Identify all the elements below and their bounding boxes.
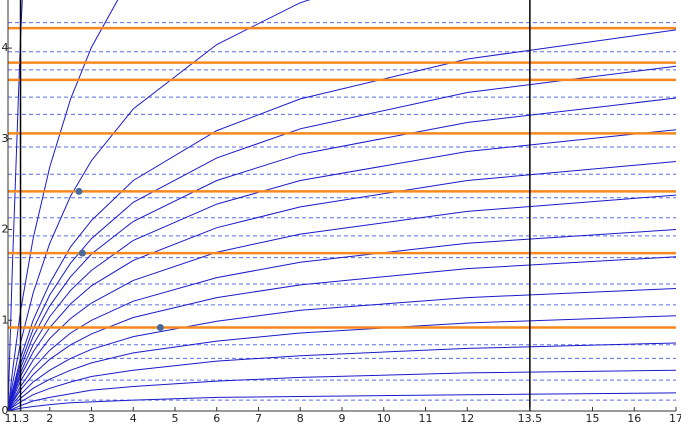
x-tick-label: 5 [172, 412, 179, 425]
x-tick-label: 9 [339, 412, 346, 425]
curve [8, 194, 677, 412]
y-tick-label: 3 [2, 132, 9, 145]
curve [8, 129, 677, 412]
x-tick-label: 6 [213, 412, 220, 425]
x-tick-label: 13.5 [518, 412, 543, 425]
curve [8, 256, 677, 412]
x-tick-label: 3 [88, 412, 95, 425]
x-tick-label: 12 [460, 412, 474, 425]
x-tick-label: 4 [130, 412, 137, 425]
point [78, 249, 86, 257]
x-tick-label: 15 [586, 412, 600, 425]
curve [8, 342, 677, 412]
y-tick-label: 1 [2, 313, 9, 326]
x-tick-label: 2 [46, 412, 53, 425]
curve [8, 0, 119, 412]
y-tick-label: 0 [2, 404, 9, 417]
x-tick-label: 8 [297, 412, 304, 425]
x-tick-label: 7 [255, 412, 262, 425]
x-tick-label: 1.3 [12, 412, 30, 425]
point [156, 324, 164, 332]
curve [8, 29, 677, 412]
curve [8, 229, 677, 412]
curve [8, 369, 677, 412]
plot-area [8, 0, 677, 412]
x-tick-label: 17 [669, 412, 681, 425]
x-tick-label: 11 [419, 412, 433, 425]
curve [8, 161, 677, 412]
curve [8, 0, 311, 412]
curve [8, 97, 677, 412]
curve [8, 288, 677, 412]
y-tick-label: 4 [2, 41, 9, 54]
curve [8, 392, 677, 412]
y-tick-label: 2 [2, 223, 9, 236]
point [75, 187, 83, 195]
x-tick-label: 10 [377, 412, 391, 425]
curve [8, 315, 677, 412]
x-tick-label: 16 [627, 412, 641, 425]
x-tick-label: 1 [5, 412, 12, 425]
curve [8, 0, 23, 412]
